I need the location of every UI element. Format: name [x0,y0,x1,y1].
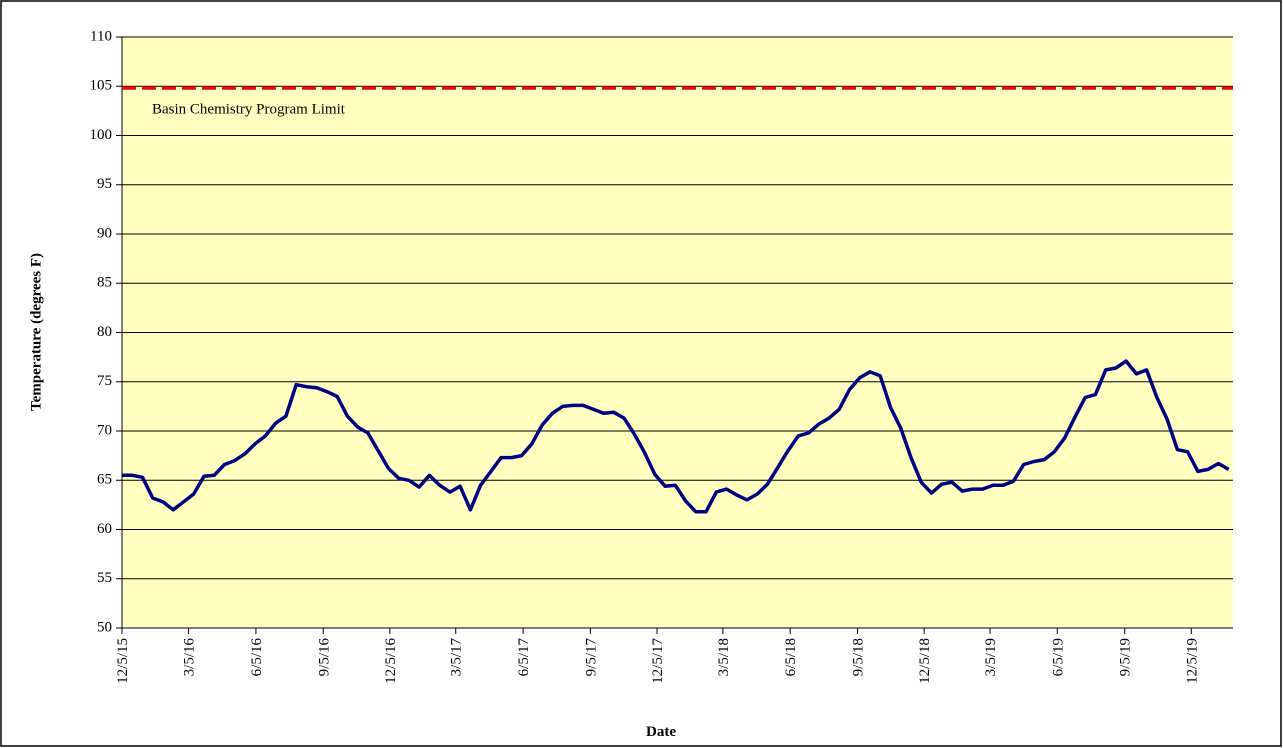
y-tick-label: 95 [97,176,112,192]
x-tick-label: 9/5/19 [1118,638,1134,676]
x-tick-label: 3/5/19 [983,638,999,676]
x-tick-label: 9/5/18 [851,638,867,676]
y-tick-label: 65 [97,472,112,488]
x-tick-label: 12/5/16 [383,638,399,684]
x-tick-label: 3/5/17 [449,638,465,677]
y-tick-label: 105 [90,78,113,94]
x-tick-label: 12/5/18 [917,638,933,684]
x-tick-label: 12/5/15 [115,638,131,684]
y-tick-label: 100 [90,127,113,143]
x-tick-label: 6/5/18 [783,638,799,676]
x-tick-label: 9/5/16 [316,638,332,677]
y-tick-label: 70 [97,422,112,438]
x-tick-label: 6/5/16 [249,638,265,677]
x-tick-label: 6/5/17 [516,638,532,677]
x-tick-label: 6/5/19 [1050,638,1066,676]
x-tick-label: 3/5/16 [182,638,198,677]
y-tick-label: 85 [97,275,112,291]
x-tick-label: 12/5/19 [1184,638,1200,684]
y-tick-label: 60 [97,521,112,537]
x-tick-label: 3/5/18 [716,638,732,676]
limit-label: Basin Chemistry Program Limit [152,102,346,118]
y-tick-label: 75 [97,373,112,389]
y-tick-label: 80 [97,324,112,340]
y-tick-label: 90 [97,225,112,241]
x-axis-title: Date [646,724,676,740]
y-tick-label: 110 [90,28,112,44]
y-tick-label: 55 [97,570,112,586]
x-tick-label: 9/5/17 [583,638,599,677]
y-tick-label: 50 [97,619,112,635]
series-line [122,359,1230,514]
x-tick-label: 12/5/17 [650,638,666,684]
y-axis-title: Temperature (degrees F) [28,253,44,411]
